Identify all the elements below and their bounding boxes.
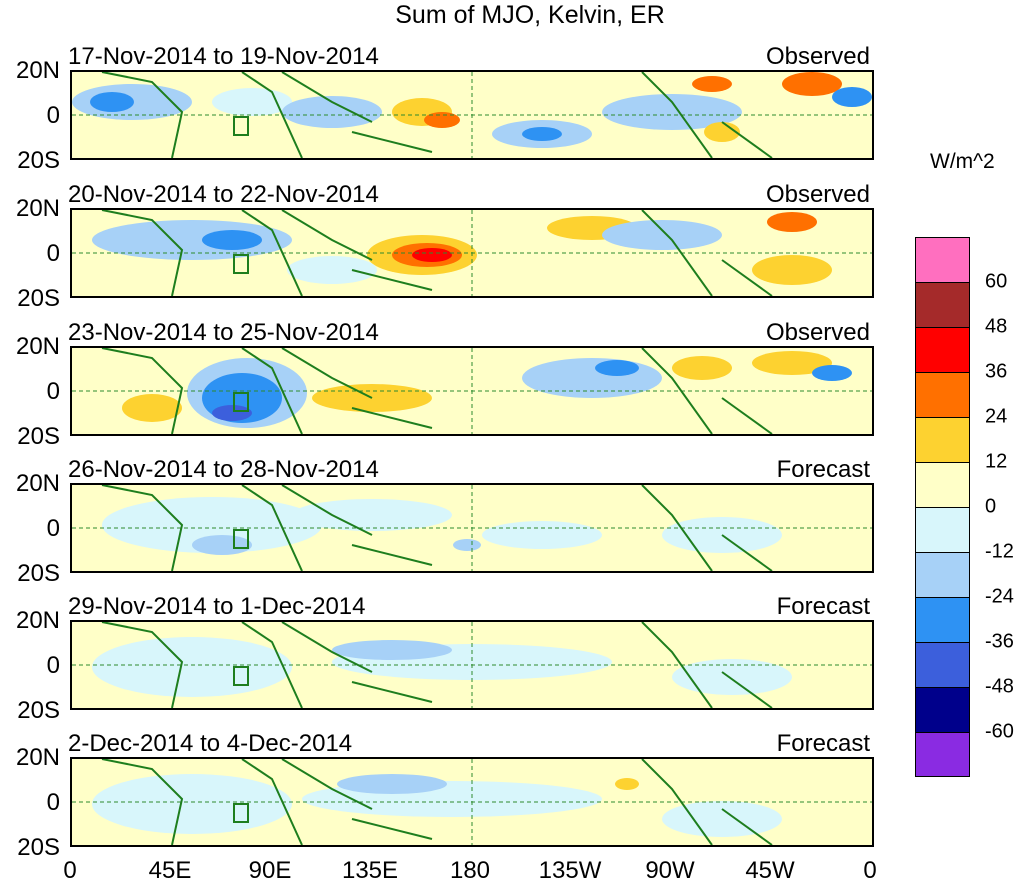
colorbar-swatch — [915, 462, 970, 507]
panel-status: Forecast — [776, 593, 870, 620]
lat-label-eq: 0 — [46, 378, 60, 405]
lat-label-20s: 20S — [17, 423, 60, 450]
colorbar-swatch — [915, 417, 970, 462]
colorbar-tick-label: 0 — [985, 495, 997, 518]
lat-label-eq: 0 — [46, 515, 60, 542]
colorbar-swatch — [915, 282, 970, 327]
lon-label-135w: 135W — [538, 857, 602, 884]
anomaly-map — [70, 620, 874, 710]
colorbar-swatch — [915, 507, 970, 552]
panel-status: Forecast — [776, 456, 870, 483]
map-panel-3: 23-Nov-2014 to 25-Nov-2014 Observed — [0, 320, 880, 457]
lon-label-0-end: 0 — [863, 857, 877, 884]
colorbar-swatch — [915, 687, 970, 732]
lat-label-eq: 0 — [46, 240, 60, 267]
colorbar-tick-label: 24 — [985, 405, 1008, 428]
lat-label-20s: 20S — [17, 697, 60, 724]
anomaly-map — [70, 483, 874, 573]
map-panel-2: 20-Nov-2014 to 22-Nov-2014 Observed — [0, 182, 880, 319]
lat-label-20n: 20N — [15, 744, 60, 771]
panel-date-range: 26-Nov-2014 to 28-Nov-2014 — [68, 456, 379, 483]
colorbar-tick-label: 12 — [985, 450, 1008, 473]
lon-label-45e: 45E — [148, 857, 192, 884]
colorbar-tick-label: -24 — [985, 585, 1014, 608]
lat-label-20n: 20N — [15, 57, 60, 84]
anomaly-map — [70, 757, 874, 847]
colorbar-swatch — [915, 597, 970, 642]
lat-label-eq: 0 — [46, 102, 60, 129]
colorbar-swatch — [915, 327, 970, 372]
panel-status: Forecast — [776, 730, 870, 757]
panel-date-range: 23-Nov-2014 to 25-Nov-2014 — [68, 319, 379, 346]
lat-label-20s: 20S — [17, 285, 60, 312]
lon-label-45w: 45W — [745, 857, 795, 884]
lon-label-90e: 90E — [248, 857, 292, 884]
colorbar — [915, 237, 970, 777]
panel-date-range: 20-Nov-2014 to 22-Nov-2014 — [68, 181, 379, 208]
colorbar-swatch — [915, 642, 970, 687]
map-panel-5: 29-Nov-2014 to 1-Dec-2014 Forecast — [0, 594, 880, 731]
lon-label-180: 180 — [449, 857, 491, 884]
lon-label-135e: 135E — [341, 857, 399, 884]
colorbar-tick-label: 36 — [985, 360, 1008, 383]
colorbar-tick-label: -60 — [985, 720, 1014, 743]
lat-label-20s: 20S — [17, 560, 60, 587]
lat-label-20n: 20N — [15, 195, 60, 222]
colorbar-swatch — [915, 237, 970, 282]
panel-status: Observed — [765, 43, 870, 70]
colorbar-tick-label: 60 — [985, 270, 1008, 293]
legend-units: W/m^2 — [930, 150, 995, 173]
colorbar-tick-label: -36 — [985, 630, 1014, 653]
lon-label-90w: 90W — [645, 857, 695, 884]
anomaly-map — [70, 208, 874, 298]
panel-status: Observed — [765, 181, 870, 208]
anomaly-map — [70, 346, 874, 436]
colorbar-tick-label: -48 — [985, 675, 1014, 698]
colorbar-tick-label: -12 — [985, 540, 1014, 563]
colorbar-swatch — [915, 552, 970, 597]
panel-status: Observed — [765, 319, 870, 346]
lat-label-20n: 20N — [15, 607, 60, 634]
anomaly-map — [70, 70, 874, 160]
colorbar-swatch — [915, 372, 970, 417]
panel-date-range: 17-Nov-2014 to 19-Nov-2014 — [68, 43, 379, 70]
lat-label-20s: 20S — [17, 834, 60, 861]
colorbar-tick-label: 48 — [985, 315, 1008, 338]
lat-label-20s: 20S — [17, 147, 60, 174]
lat-label-20n: 20N — [15, 470, 60, 497]
lat-label-eq: 0 — [46, 789, 60, 816]
map-panel-6: 2-Dec-2014 to 4-Dec-2014 Forecast — [0, 731, 880, 868]
colorbar-swatch — [915, 732, 970, 777]
map-panel-1: 17-Nov-2014 to 19-Nov-2014 Observed — [0, 44, 880, 181]
lon-label-0: 0 — [63, 857, 77, 884]
lat-label-eq: 0 — [46, 652, 60, 679]
lat-label-20n: 20N — [15, 333, 60, 360]
panel-date-range: 29-Nov-2014 to 1-Dec-2014 — [68, 593, 366, 620]
map-panel-4: 26-Nov-2014 to 28-Nov-2014 Forecast — [0, 457, 880, 594]
chart-title: Sum of MJO, Kelvin, ER — [395, 1, 665, 29]
panel-date-range: 2-Dec-2014 to 4-Dec-2014 — [68, 730, 353, 757]
